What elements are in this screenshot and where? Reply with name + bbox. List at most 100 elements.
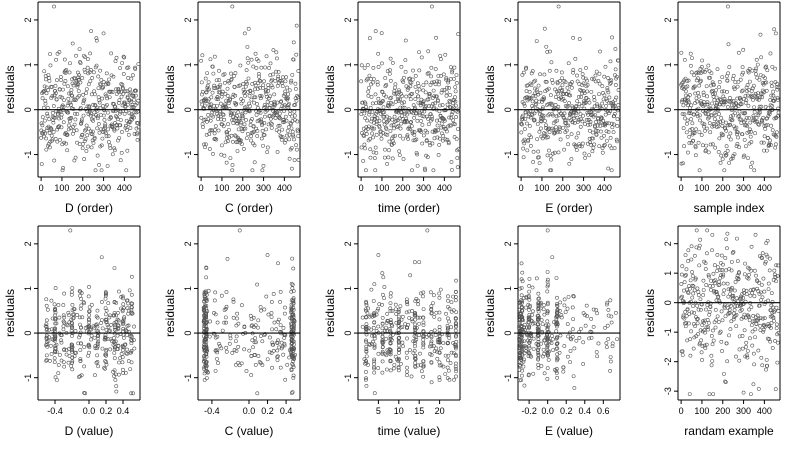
data-point bbox=[602, 133, 606, 138]
x-tick-label: 0.0 bbox=[541, 406, 554, 416]
data-point bbox=[703, 108, 708, 113]
data-point bbox=[238, 138, 243, 143]
data-point bbox=[570, 80, 574, 84]
data-point bbox=[706, 150, 711, 155]
data-point bbox=[259, 308, 263, 313]
data-point bbox=[371, 80, 375, 85]
data-point bbox=[117, 372, 121, 377]
data-point bbox=[696, 290, 701, 294]
data-point bbox=[614, 95, 619, 100]
data-point bbox=[274, 69, 279, 74]
data-point bbox=[105, 102, 109, 107]
data-point bbox=[547, 330, 551, 335]
data-point bbox=[451, 118, 456, 123]
data-point bbox=[684, 267, 689, 272]
data-point bbox=[242, 324, 247, 329]
data-point bbox=[380, 370, 385, 375]
data-point bbox=[759, 104, 764, 109]
data-point bbox=[758, 91, 763, 96]
data-point bbox=[366, 89, 371, 94]
data-point bbox=[224, 98, 229, 103]
data-point bbox=[739, 307, 744, 312]
data-point bbox=[454, 374, 458, 379]
data-point bbox=[291, 289, 296, 294]
data-point bbox=[373, 168, 378, 173]
data-point bbox=[454, 367, 458, 371]
data-point bbox=[597, 81, 602, 86]
data-point bbox=[377, 302, 382, 307]
x-tick-label: 400 bbox=[757, 183, 772, 193]
data-point bbox=[429, 341, 434, 346]
data-point bbox=[398, 133, 402, 138]
data-point bbox=[437, 291, 442, 296]
data-point bbox=[682, 112, 687, 117]
data-point bbox=[372, 156, 377, 161]
data-point bbox=[453, 334, 458, 339]
data-point bbox=[387, 104, 392, 109]
data-point bbox=[529, 135, 533, 140]
data-point bbox=[121, 371, 126, 376]
data-point bbox=[112, 327, 117, 332]
data-point bbox=[364, 314, 369, 319]
x-tick-label: 400 bbox=[597, 183, 612, 193]
y-tick-label: 2 bbox=[183, 17, 193, 22]
data-point bbox=[210, 90, 215, 95]
data-point bbox=[756, 348, 761, 353]
data-point bbox=[718, 160, 723, 165]
data-point bbox=[94, 63, 99, 68]
data-point bbox=[363, 377, 368, 382]
data-point bbox=[521, 364, 526, 369]
data-point bbox=[428, 143, 432, 148]
data-point bbox=[760, 295, 765, 300]
data-point bbox=[50, 94, 55, 99]
data-point bbox=[248, 313, 253, 318]
data-point bbox=[372, 126, 377, 131]
data-point bbox=[770, 128, 775, 133]
data-point bbox=[383, 76, 388, 80]
data-point bbox=[687, 111, 691, 116]
data-point bbox=[94, 361, 99, 365]
data-point bbox=[250, 168, 255, 173]
data-point bbox=[552, 150, 557, 155]
data-point bbox=[554, 324, 559, 329]
y-tick-label: 2 bbox=[503, 241, 513, 246]
data-point bbox=[763, 123, 768, 128]
data-point bbox=[763, 259, 768, 264]
y-axis-label: residuals bbox=[163, 289, 177, 337]
data-point bbox=[766, 287, 771, 291]
data-point bbox=[707, 69, 712, 74]
data-point bbox=[136, 125, 141, 130]
data-point bbox=[253, 323, 258, 328]
data-point bbox=[241, 126, 246, 131]
data-point bbox=[755, 313, 760, 318]
data-point bbox=[381, 275, 386, 280]
data-point bbox=[592, 142, 597, 147]
data-point bbox=[740, 334, 745, 338]
data-point bbox=[79, 121, 84, 126]
data-point bbox=[276, 261, 280, 266]
data-point bbox=[113, 59, 118, 64]
data-point bbox=[262, 307, 267, 312]
data-point bbox=[431, 80, 436, 84]
data-point bbox=[596, 341, 601, 346]
x-tick-label: 0.4 bbox=[117, 406, 130, 416]
data-point bbox=[74, 78, 79, 83]
data-point bbox=[272, 320, 277, 325]
data-point bbox=[774, 279, 778, 284]
data-point bbox=[736, 79, 741, 84]
data-point bbox=[66, 110, 71, 115]
data-point bbox=[608, 80, 613, 85]
data-point bbox=[282, 311, 287, 316]
data-point bbox=[41, 105, 46, 110]
x-tick-label: 400 bbox=[437, 183, 452, 193]
data-point bbox=[404, 310, 409, 315]
data-point bbox=[449, 325, 454, 330]
data-point bbox=[55, 78, 59, 83]
data-point bbox=[574, 148, 579, 152]
data-point bbox=[597, 92, 601, 97]
data-point bbox=[555, 320, 560, 325]
data-point bbox=[736, 276, 741, 281]
data-point bbox=[554, 114, 559, 119]
data-point bbox=[259, 65, 264, 70]
data-point bbox=[112, 148, 117, 153]
